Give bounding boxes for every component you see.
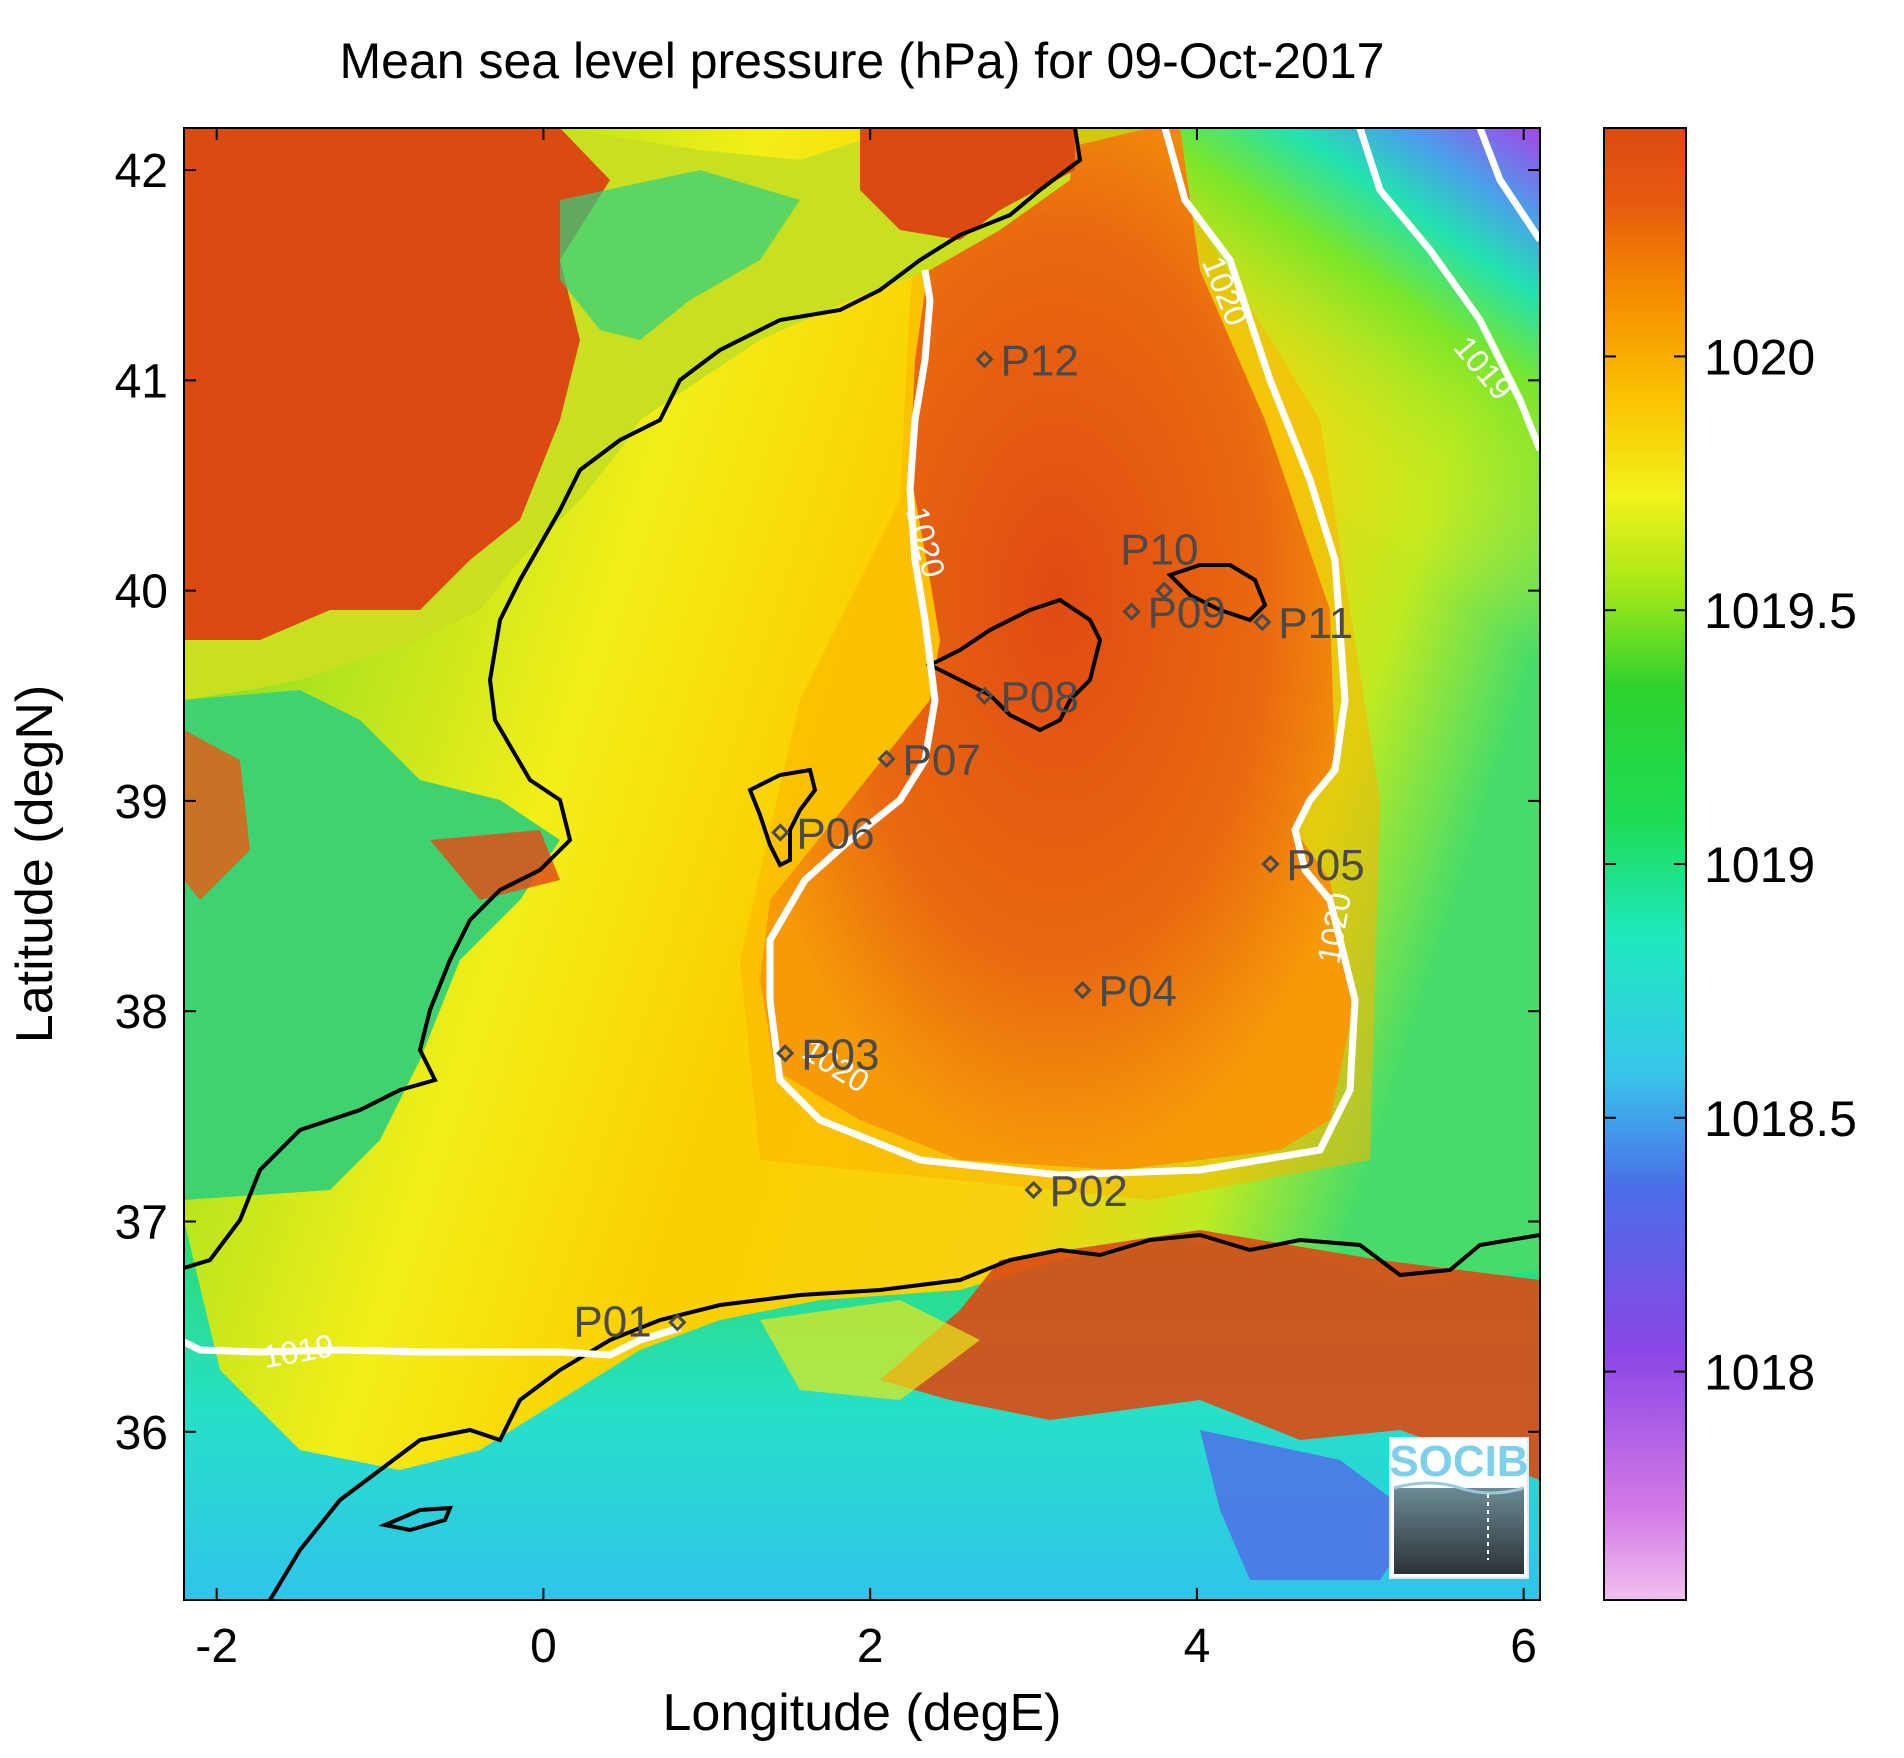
station-marker [1253,613,1272,632]
logo-text: SOCIB [1389,1437,1528,1486]
station-marker [975,686,994,705]
y-axis-label: Latitude (degN) [6,685,64,1043]
logo-sea [1394,1488,1524,1574]
y-tick-label: 37 [115,1196,168,1249]
x-axis-label: Longitude (degE) [663,1684,1062,1742]
iberia-green-patch [560,170,800,340]
land-red-1 [184,730,250,900]
station-label: P12 [1001,336,1079,385]
plot-frame [183,127,1541,1601]
socib-logo: SOCIB [1389,1437,1529,1579]
station-marker [776,1044,795,1063]
station-label: P07 [903,736,981,785]
station-markers: P01 P02 P03 P04 P05 P06 P07 P08 P09 P10 P11 P12 [573,336,1364,1346]
x-tick-label: 4 [1184,1620,1211,1673]
iberia-coast [184,128,1083,1270]
station-label: P05 [1286,841,1364,890]
contour-1019-northeast [1356,128,1540,452]
menorca-coast [1166,563,1268,623]
x-tick-label: -2 [195,1620,238,1673]
southeast-iberia [184,690,560,1200]
mallorca-coast [925,597,1103,733]
africa-coast [268,1232,1540,1600]
colorbar-tick-label: 1020 [1704,329,1815,385]
station-marker [877,749,896,768]
y-tick-label: 41 [115,355,168,408]
northeast-land [860,128,1075,240]
x-tick-label: 0 [530,1620,557,1673]
station-label: P01 [573,1297,651,1346]
station-marker [668,1313,687,1332]
colorbar-tick-label: 1019.5 [1704,583,1857,639]
colorbar-tick-label: 1018 [1704,1345,1815,1401]
chart-title: Mean sea level pressure (hPa) for 09-Oct… [340,33,1385,89]
station-label: P06 [796,809,874,858]
y-tick-label: 36 [115,1407,168,1460]
station-label: P02 [1050,1167,1128,1216]
station-marker [1024,1180,1043,1200]
colorbar-tick-label: 1018.5 [1704,1091,1857,1147]
high-pressure-core [760,128,1355,1170]
ibiza-coast [747,767,818,868]
x-axis: -2 0 2 4 6 [195,128,1537,1673]
colorbar-tick-label: 1019 [1704,837,1815,893]
africa-low-patch [1200,1430,1420,1580]
alboran-coast [378,1505,454,1533]
y-axis: 36 37 38 39 40 41 42 [115,145,1540,1460]
station-marker [975,350,994,369]
contour-1019-southwest [184,1324,682,1359]
station-marker [1261,854,1280,874]
station-marker [1155,581,1174,600]
y-tick-label: 39 [115,776,168,829]
x-tick-label: 6 [1510,1620,1537,1673]
colorbar-ticks: 1018 1018.5 1019 1019.5 1020 [1604,329,1857,1401]
station-label: P04 [1099,967,1177,1016]
contour-1020-main [766,128,1359,1179]
station-marker [1122,602,1141,621]
y-tick-label: 42 [115,145,168,198]
station-label: P03 [801,1030,879,1079]
contour-lines [184,128,1540,1359]
station-label: P08 [1001,673,1079,722]
x-tick-label: 2 [857,1620,884,1673]
africa-yellow-patch [760,1300,980,1400]
station-label: P11 [1278,599,1353,648]
africa-high-land [880,1230,1540,1480]
land-red-2 [430,830,560,900]
station-marker [1073,981,1092,1000]
logo-wave [1393,1481,1525,1495]
coastlines [184,128,1540,1600]
station-label: P10 [1120,526,1198,575]
contour-1019-inner [1476,128,1540,242]
station-label: P09 [1148,589,1226,638]
colorbar [1603,127,1687,1601]
iberia-high-land [184,128,610,640]
y-tick-label: 38 [115,986,168,1039]
pressure-field [184,128,1540,1600]
y-tick-label: 40 [115,566,168,619]
station-marker [771,823,790,842]
